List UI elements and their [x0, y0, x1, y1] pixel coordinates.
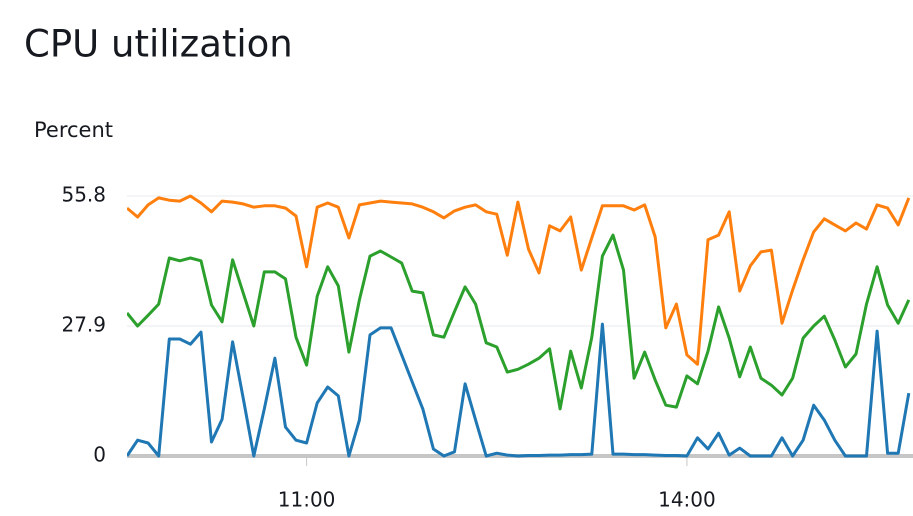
grid: [127, 195, 913, 458]
plot-area: [127, 194, 911, 458]
y-tick-label: 55.8: [61, 183, 106, 207]
x-tick-label: 14:00: [658, 488, 716, 512]
chart-title: CPU utilization: [24, 23, 293, 66]
series-line: [127, 194, 911, 366]
series-line: [127, 322, 911, 458]
x-tick-label: 11:00: [278, 488, 336, 512]
y-tick-label: 27.9: [61, 313, 106, 337]
y-axis-label: Percent: [34, 118, 113, 142]
series-line: [127, 233, 911, 411]
y-tick-label: 0: [93, 443, 106, 467]
